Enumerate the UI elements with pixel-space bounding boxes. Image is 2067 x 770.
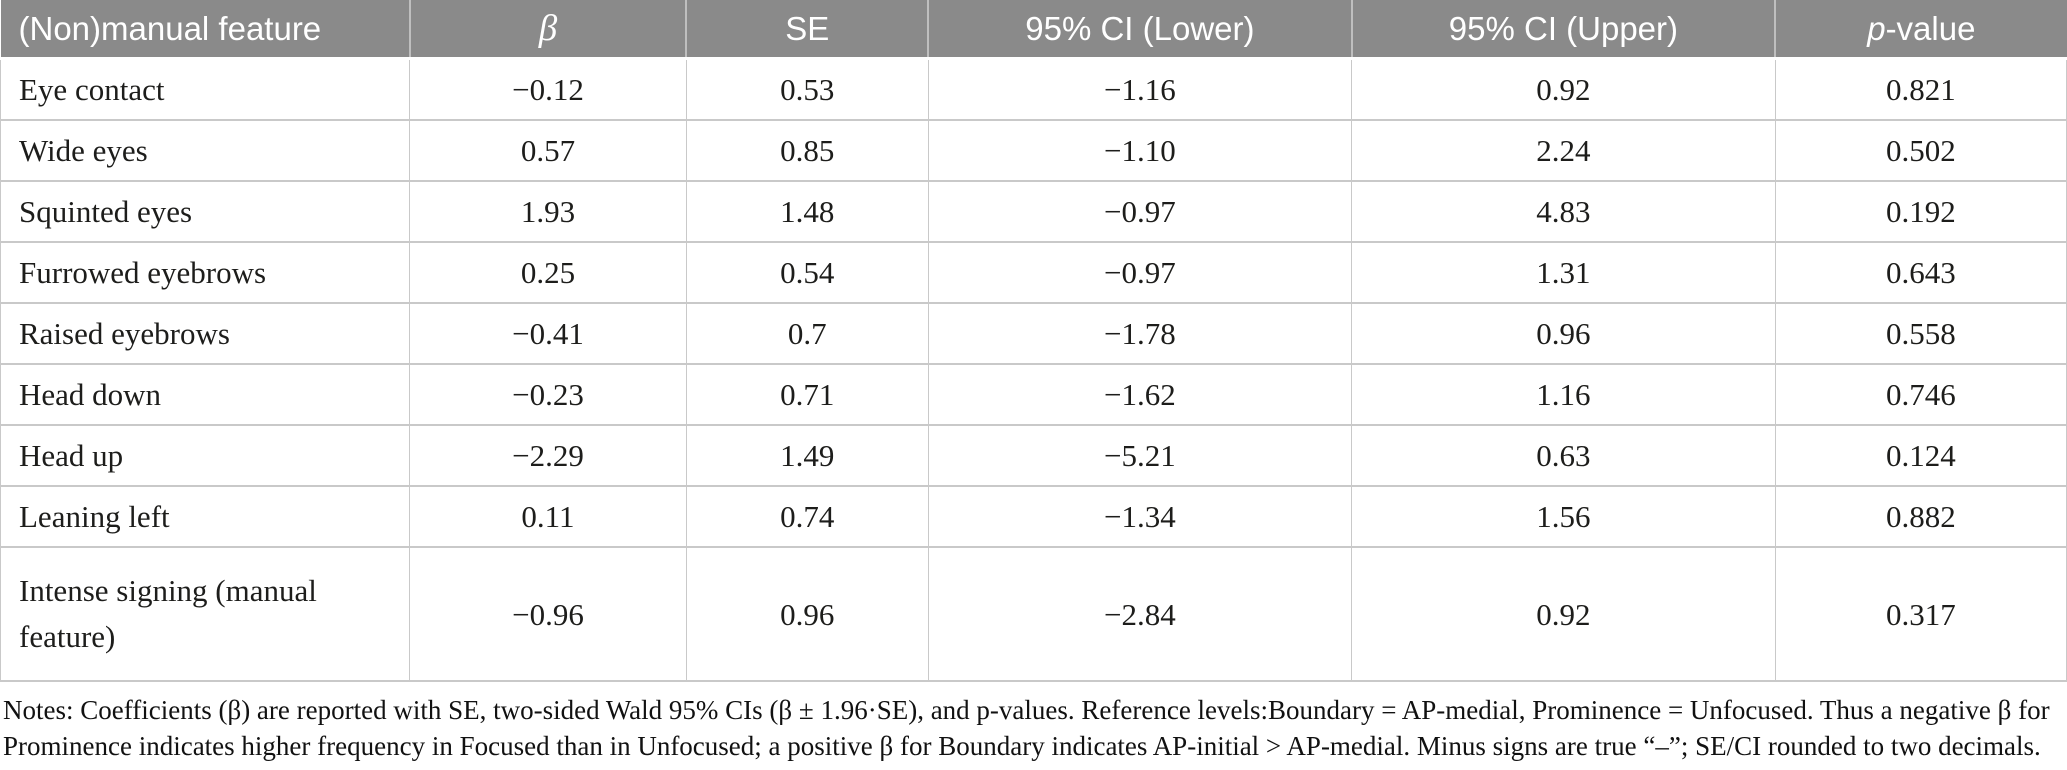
cell-beta: 0.25 bbox=[409, 242, 687, 304]
header-row: (Non)manual feature β SE 95% CI (Lower) … bbox=[0, 0, 2067, 60]
cell-se: 1.49 bbox=[685, 425, 929, 487]
cell-ci-upper: 1.56 bbox=[1351, 486, 1776, 548]
table-header: (Non)manual feature β SE 95% CI (Lower) … bbox=[0, 0, 2067, 60]
cell-ci-lower: −2.84 bbox=[927, 547, 1353, 682]
cell-ci-upper: 1.16 bbox=[1351, 364, 1776, 426]
cell-feature: Furrowed eyebrows bbox=[0, 242, 411, 304]
beta-symbol: β bbox=[538, 8, 558, 49]
table-body: Eye contact −0.12 0.53 −1.16 0.92 0.821 … bbox=[0, 58, 2067, 682]
cell-se: 0.53 bbox=[685, 58, 929, 121]
cell-ci-lower: −0.97 bbox=[927, 181, 1353, 243]
table-row: Eye contact −0.12 0.53 −1.16 0.92 0.821 bbox=[0, 58, 2067, 121]
column-header-p-value: p-value bbox=[1775, 0, 2067, 60]
cell-p-value: 0.821 bbox=[1774, 58, 2067, 121]
cell-p-value: 0.124 bbox=[1774, 425, 2067, 487]
cell-beta: −0.41 bbox=[409, 303, 687, 365]
cell-ci-lower: −1.10 bbox=[927, 120, 1353, 182]
column-header-ci-lower: 95% CI (Lower) bbox=[928, 0, 1353, 60]
cell-feature: Eye contact bbox=[0, 58, 411, 121]
p-symbol: p bbox=[1867, 9, 1886, 47]
table-row: Furrowed eyebrows 0.25 0.54 −0.97 1.31 0… bbox=[0, 242, 2067, 304]
column-header-ci-upper: 95% CI (Upper) bbox=[1351, 0, 1777, 60]
cell-p-value: 0.746 bbox=[1774, 364, 2067, 426]
table-row: Intense signing (manual feature) −0.96 0… bbox=[0, 547, 2067, 682]
cell-ci-lower: −5.21 bbox=[927, 425, 1353, 487]
cell-ci-upper: 2.24 bbox=[1351, 120, 1776, 182]
cell-p-value: 0.643 bbox=[1774, 242, 2067, 304]
cell-feature: Head up bbox=[0, 425, 411, 487]
cell-ci-upper: 4.83 bbox=[1351, 181, 1776, 243]
p-value-suffix: -value bbox=[1885, 9, 1976, 47]
results-table: (Non)manual feature β SE 95% CI (Lower) … bbox=[0, 0, 2067, 682]
table-notes: Notes: Coefficients (β) are reported wit… bbox=[3, 695, 2050, 761]
cell-ci-upper: 0.63 bbox=[1351, 425, 1776, 487]
column-header-se: SE bbox=[686, 0, 930, 60]
cell-p-value: 0.502 bbox=[1774, 120, 2067, 182]
cell-se: 0.96 bbox=[685, 547, 929, 682]
column-header-beta: β bbox=[409, 0, 688, 60]
table-row: Raised eyebrows −0.41 0.7 −1.78 0.96 0.5… bbox=[0, 303, 2067, 365]
cell-p-value: 0.317 bbox=[1774, 547, 2067, 682]
cell-beta: 1.93 bbox=[409, 181, 687, 243]
cell-ci-upper: 1.31 bbox=[1351, 242, 1776, 304]
cell-feature: Squinted eyes bbox=[0, 181, 411, 243]
cell-ci-lower: −1.34 bbox=[927, 486, 1353, 548]
cell-ci-lower: −1.62 bbox=[927, 364, 1353, 426]
cell-beta: 0.11 bbox=[409, 486, 687, 548]
cell-feature: Raised eyebrows bbox=[0, 303, 411, 365]
cell-beta: −0.96 bbox=[409, 547, 687, 682]
cell-ci-lower: −1.16 bbox=[927, 58, 1353, 121]
table-row: Leaning left 0.11 0.74 −1.34 1.56 0.882 bbox=[0, 486, 2067, 548]
cell-ci-upper: 0.96 bbox=[1351, 303, 1776, 365]
cell-se: 0.74 bbox=[685, 486, 929, 548]
cell-feature: Intense signing (manual feature) bbox=[0, 547, 411, 682]
cell-ci-upper: 0.92 bbox=[1351, 58, 1776, 121]
cell-se: 0.7 bbox=[685, 303, 929, 365]
cell-p-value: 0.558 bbox=[1774, 303, 2067, 365]
table-row: Squinted eyes 1.93 1.48 −0.97 4.83 0.192 bbox=[0, 181, 2067, 243]
column-header-feature: (Non)manual feature bbox=[0, 0, 411, 60]
cell-se: 1.48 bbox=[685, 181, 929, 243]
cell-se: 0.85 bbox=[685, 120, 929, 182]
cell-p-value: 0.192 bbox=[1774, 181, 2067, 243]
cell-ci-upper: 0.92 bbox=[1351, 547, 1776, 682]
cell-beta: −0.23 bbox=[409, 364, 687, 426]
cell-ci-lower: −0.97 bbox=[927, 242, 1353, 304]
cell-beta: 0.57 bbox=[409, 120, 687, 182]
cell-ci-lower: −1.78 bbox=[927, 303, 1353, 365]
cell-se: 0.54 bbox=[685, 242, 929, 304]
table-row: Wide eyes 0.57 0.85 −1.10 2.24 0.502 bbox=[0, 120, 2067, 182]
cell-feature: Head down bbox=[0, 364, 411, 426]
table-row: Head up −2.29 1.49 −5.21 0.63 0.124 bbox=[0, 425, 2067, 487]
cell-se: 0.71 bbox=[685, 364, 929, 426]
cell-beta: −0.12 bbox=[409, 58, 687, 121]
cell-p-value: 0.882 bbox=[1774, 486, 2067, 548]
cell-feature: Wide eyes bbox=[0, 120, 411, 182]
cell-feature: Leaning left bbox=[0, 486, 411, 548]
table-row: Head down −0.23 0.71 −1.62 1.16 0.746 bbox=[0, 364, 2067, 426]
cell-beta: −2.29 bbox=[409, 425, 687, 487]
